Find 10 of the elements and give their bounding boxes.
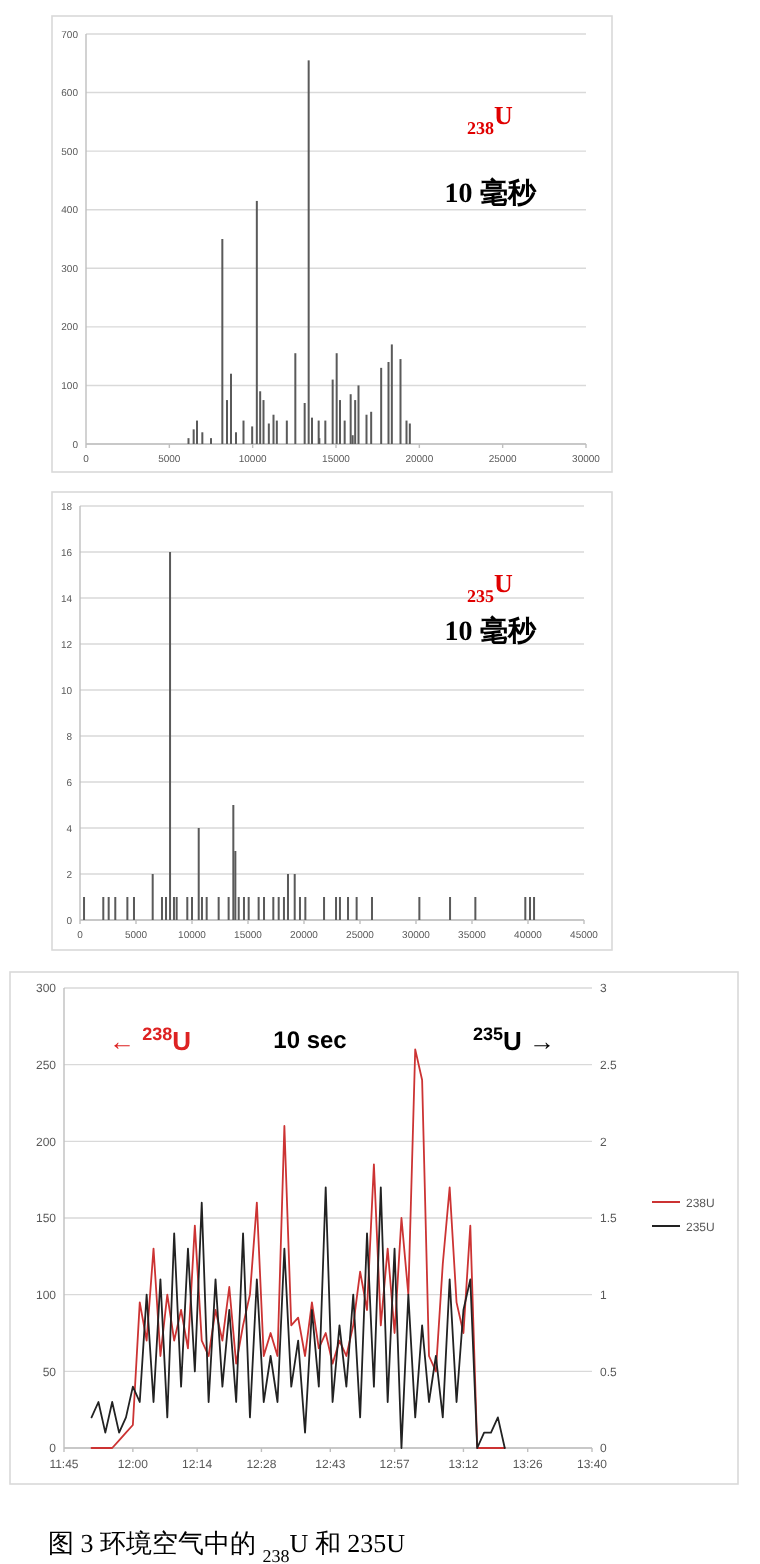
annotation: $_{238}$U bbox=[467, 100, 515, 138]
annotation: ← $^{238}$U bbox=[108, 1024, 192, 1056]
annotation: 10 毫秒 bbox=[444, 614, 538, 648]
annotation: 10 毫秒 bbox=[444, 176, 538, 210]
line-series bbox=[90, 1186, 506, 1449]
caption: 图 3 环境空气中的 $_{238}$U 和 235U bbox=[48, 1528, 407, 1564]
annotation: $^{235}$U → bbox=[472, 1024, 556, 1056]
annotation: $_{235}$U bbox=[467, 568, 515, 606]
line-series bbox=[90, 1048, 506, 1449]
text: 10 sec bbox=[273, 1026, 348, 1054]
